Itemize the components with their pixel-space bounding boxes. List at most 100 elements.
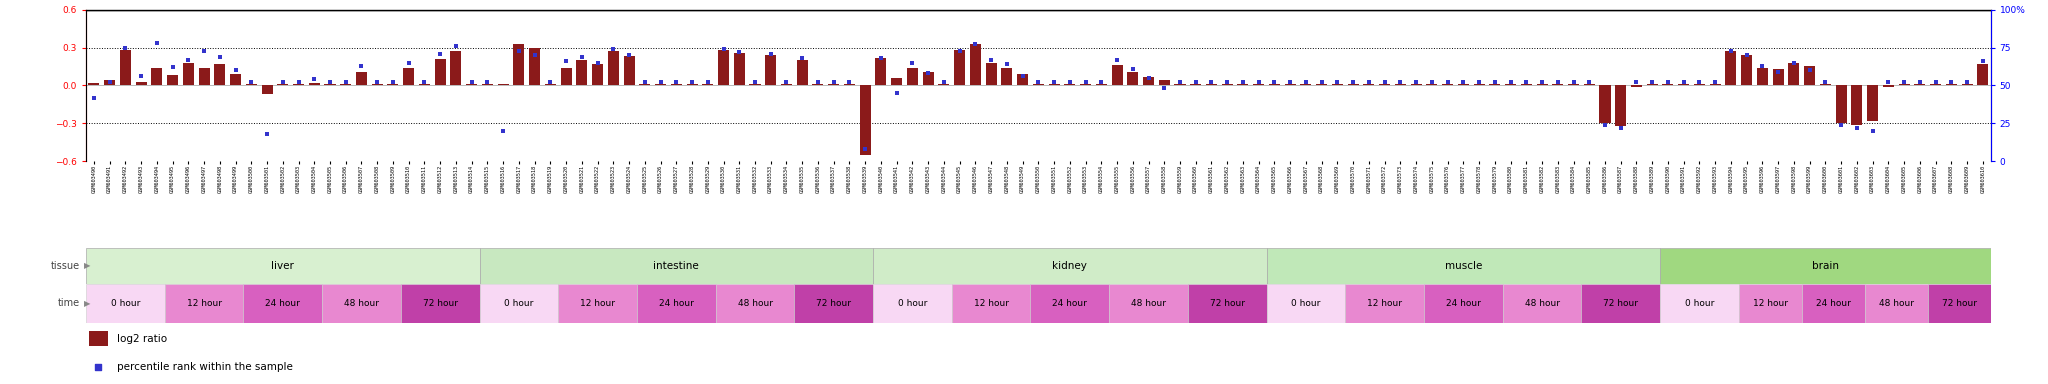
Point	[336, 214, 369, 220]
Point	[1399, 79, 1432, 86]
Point	[1825, 122, 1858, 128]
Bar	[1630, 86, 1642, 87]
Text: 0 hour: 0 hour	[897, 299, 928, 308]
Point	[283, 79, 315, 86]
Bar	[373, 84, 383, 86]
Point	[1053, 79, 1085, 86]
Point	[1935, 79, 1968, 86]
Point	[94, 79, 127, 86]
Point	[1683, 79, 1716, 86]
Point	[645, 79, 678, 86]
Bar	[872, 248, 1266, 284]
Bar	[1866, 284, 1927, 323]
Bar	[1581, 284, 1661, 323]
Point	[188, 48, 221, 54]
Text: ▶: ▶	[84, 299, 90, 308]
Bar	[1976, 64, 1989, 86]
Point	[1133, 75, 1165, 81]
Point	[1667, 79, 1700, 86]
Text: 72 hour: 72 hour	[1210, 299, 1245, 308]
Bar	[1739, 284, 1802, 323]
Bar	[324, 84, 336, 86]
Text: 0 hour: 0 hour	[111, 299, 139, 308]
Point	[172, 56, 205, 63]
Point	[881, 90, 913, 96]
Point	[1651, 79, 1683, 86]
Point	[612, 52, 645, 58]
Point	[502, 48, 535, 54]
Bar	[481, 84, 494, 86]
Bar	[1882, 86, 1894, 87]
Text: 72 hour: 72 hour	[1604, 299, 1638, 308]
Point	[535, 79, 567, 86]
Bar	[1536, 84, 1548, 86]
Point	[266, 79, 299, 86]
Bar	[1677, 84, 1690, 86]
Point	[1950, 79, 1982, 86]
Bar	[1364, 84, 1374, 86]
Point	[1556, 79, 1589, 86]
Point	[817, 79, 850, 86]
Bar	[1346, 284, 1423, 323]
Bar	[1774, 69, 1784, 86]
Bar	[182, 63, 195, 86]
Point	[330, 79, 362, 86]
Bar	[1661, 248, 1991, 284]
Text: 12 hour: 12 hour	[1368, 299, 1403, 308]
Bar	[985, 63, 997, 86]
Point	[1855, 128, 1888, 134]
Point	[565, 53, 598, 60]
Bar	[672, 84, 682, 86]
Bar	[797, 60, 807, 86]
Text: 0 hour: 0 hour	[504, 299, 535, 308]
Bar	[813, 84, 823, 86]
Bar	[559, 284, 637, 323]
Point	[1352, 79, 1384, 86]
Bar	[1423, 284, 1503, 323]
Point	[629, 79, 662, 86]
Bar	[1583, 84, 1595, 86]
Point	[1778, 60, 1810, 66]
Bar	[860, 86, 870, 155]
Point	[1210, 79, 1243, 86]
Bar	[733, 53, 745, 86]
Bar	[891, 78, 903, 86]
Point	[1526, 79, 1559, 86]
Bar	[1411, 84, 1421, 86]
Point	[864, 55, 897, 61]
Bar	[1757, 68, 1767, 86]
Bar	[1378, 84, 1391, 86]
Point	[1100, 56, 1133, 63]
Point	[975, 56, 1008, 63]
Bar	[702, 84, 713, 86]
Bar	[1395, 84, 1405, 86]
Point	[739, 79, 772, 86]
Bar	[121, 50, 131, 86]
Bar	[229, 74, 242, 86]
Bar	[1425, 84, 1438, 86]
Point	[1794, 67, 1827, 73]
Text: muscle: muscle	[1444, 261, 1483, 271]
Text: 72 hour: 72 hour	[422, 299, 457, 308]
Text: 12 hour: 12 hour	[1753, 299, 1788, 308]
Bar	[1317, 84, 1327, 86]
Bar	[750, 84, 760, 86]
Bar	[1253, 84, 1264, 86]
Bar	[387, 84, 399, 86]
Point	[754, 51, 786, 57]
Bar	[479, 248, 872, 284]
Bar	[1552, 84, 1563, 86]
Bar	[1661, 284, 1739, 323]
Bar	[1915, 84, 1925, 86]
Bar	[954, 50, 965, 86]
Bar	[1599, 86, 1610, 123]
Point	[203, 53, 236, 60]
Bar	[1126, 71, 1139, 86]
Point	[1462, 79, 1495, 86]
Bar	[1143, 76, 1153, 86]
Bar	[1065, 84, 1075, 86]
Point	[219, 67, 252, 73]
Bar	[403, 68, 414, 86]
Point	[596, 46, 629, 52]
Point	[1305, 79, 1337, 86]
